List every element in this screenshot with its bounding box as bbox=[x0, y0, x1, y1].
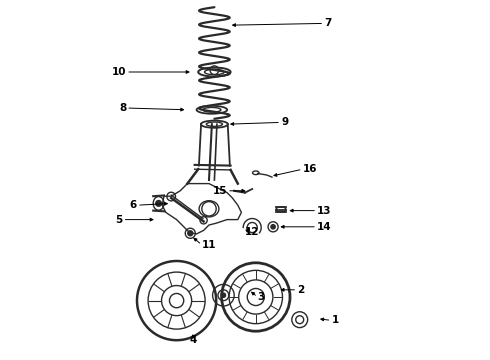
Text: 6: 6 bbox=[130, 200, 137, 210]
Text: 15: 15 bbox=[213, 186, 227, 196]
Text: 12: 12 bbox=[245, 227, 260, 237]
Text: 14: 14 bbox=[317, 222, 332, 232]
Circle shape bbox=[221, 293, 225, 297]
Text: 2: 2 bbox=[297, 285, 304, 295]
Text: 9: 9 bbox=[281, 117, 288, 127]
Text: 7: 7 bbox=[324, 18, 332, 28]
Text: 10: 10 bbox=[112, 67, 126, 77]
Circle shape bbox=[188, 231, 193, 236]
Circle shape bbox=[156, 201, 162, 206]
Text: 8: 8 bbox=[119, 103, 126, 113]
Text: 13: 13 bbox=[317, 206, 332, 216]
Text: 3: 3 bbox=[258, 292, 265, 302]
Text: 11: 11 bbox=[202, 240, 216, 250]
Circle shape bbox=[271, 225, 275, 229]
Text: 16: 16 bbox=[303, 164, 317, 174]
Text: 4: 4 bbox=[189, 335, 196, 345]
Text: 5: 5 bbox=[115, 215, 122, 225]
Text: 1: 1 bbox=[331, 315, 339, 325]
